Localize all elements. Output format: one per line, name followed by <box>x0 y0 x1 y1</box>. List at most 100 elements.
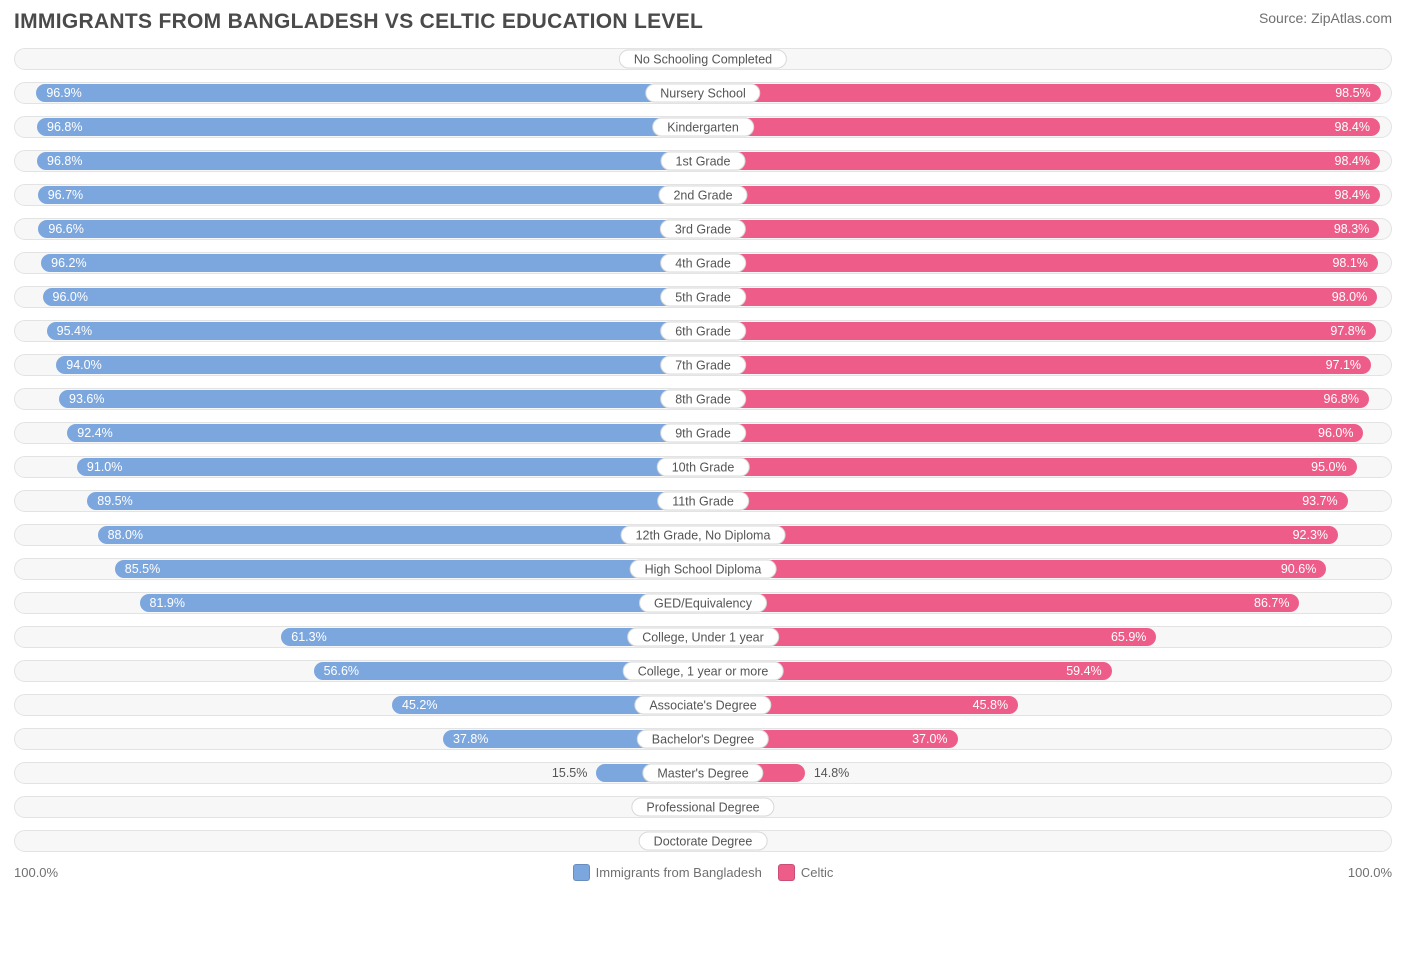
bar-left-value: 85.5% <box>125 562 160 576</box>
bar-right: 93.7% <box>703 492 1348 510</box>
bar-left-value: 45.2% <box>402 698 437 712</box>
category-label: Nursery School <box>645 84 760 103</box>
bar-right-value: 96.0% <box>1318 426 1353 440</box>
chart-row: 1.8%1.9%Doctorate Degree <box>14 830 1392 852</box>
category-label: Doctorate Degree <box>639 832 768 851</box>
legend: Immigrants from Bangladesh Celtic <box>58 864 1348 881</box>
category-label: 7th Grade <box>660 356 746 375</box>
bar-right: 98.4% <box>703 152 1380 170</box>
bar-left-value: 96.8% <box>47 154 82 168</box>
bar-right-value: 98.4% <box>1335 188 1370 202</box>
bar-left-value: 91.0% <box>87 460 122 474</box>
bar-right-value: 98.0% <box>1332 290 1367 304</box>
chart-row: 89.5%93.7%11th Grade <box>14 490 1392 512</box>
bar-left: 92.4% <box>67 424 703 442</box>
bar-right: 98.5% <box>703 84 1381 102</box>
chart-row: 81.9%86.7%GED/Equivalency <box>14 592 1392 614</box>
chart-row: 93.6%96.8%8th Grade <box>14 388 1392 410</box>
bar-left: 96.8% <box>37 118 703 136</box>
bar-right-value: 98.5% <box>1335 86 1370 100</box>
bar-right: 92.3% <box>703 526 1338 544</box>
chart-row: 92.4% 96.0% 9th Grade <box>14 422 1392 444</box>
bar-right-value: 65.9% <box>1111 630 1146 644</box>
legend-swatch-right <box>778 864 795 881</box>
category-label: 5th Grade <box>660 288 746 307</box>
bar-right-value: 92.3% <box>1293 528 1328 542</box>
bar-right-value: 96.8% <box>1324 392 1359 406</box>
chart-row: 45.2% 45.8% Associate's Degree <box>14 694 1392 716</box>
category-label: College, 1 year or more <box>623 662 784 681</box>
bar-right-value: 45.8% <box>973 698 1008 712</box>
bar-left: 96.6% <box>38 220 703 238</box>
category-label: 4th Grade <box>660 254 746 273</box>
chart-footer: 100.0% Immigrants from Bangladesh Celtic… <box>14 864 1392 881</box>
chart-row: 56.6%59.4%College, 1 year or more <box>14 660 1392 682</box>
bar-right-value: 59.4% <box>1066 664 1101 678</box>
bar-left: 96.9% <box>36 84 703 102</box>
chart-row: 94.0% 97.1% 7th Grade <box>14 354 1392 376</box>
chart-row: 37.8% 37.0% Bachelor's Degree <box>14 728 1392 750</box>
bar-right: 98.3% <box>703 220 1379 238</box>
bar-right-value: 98.4% <box>1335 154 1370 168</box>
bar-left: 96.0% <box>43 288 703 306</box>
bar-left-value: 96.9% <box>46 86 81 100</box>
bar-left-value: 94.0% <box>66 358 101 372</box>
category-label: 9th Grade <box>660 424 746 443</box>
chart-row: 91.0%95.0%10th Grade <box>14 456 1392 478</box>
chart-row: 96.2% 98.1% 4th Grade <box>14 252 1392 274</box>
bar-left-value: 61.3% <box>291 630 326 644</box>
bar-left: 93.6% <box>59 390 703 408</box>
axis-right-max: 100.0% <box>1348 865 1392 880</box>
chart-row: 61.3%65.9%College, Under 1 year <box>14 626 1392 648</box>
bar-left-value: 15.5% <box>552 766 593 780</box>
legend-label-right: Celtic <box>801 865 834 880</box>
bar-right-value: 93.7% <box>1302 494 1337 508</box>
chart-row: 96.8%98.4%Kindergarten <box>14 116 1392 138</box>
chart-row: 96.0% 98.0% 5th Grade <box>14 286 1392 308</box>
bar-right: 98.0% <box>703 288 1377 306</box>
chart-row: 88.0%92.3%12th Grade, No Diploma <box>14 524 1392 546</box>
category-label: 6th Grade <box>660 322 746 341</box>
bar-right: 90.6% <box>703 560 1326 578</box>
bar-left: 89.5% <box>87 492 703 510</box>
bar-left-value: 93.6% <box>69 392 104 406</box>
bar-right-value: 97.1% <box>1326 358 1361 372</box>
chart-row: 96.7%98.4%2nd Grade <box>14 184 1392 206</box>
bar-right: 97.1% <box>703 356 1371 374</box>
bar-left: 91.0% <box>77 458 703 476</box>
category-label: Professional Degree <box>631 798 774 817</box>
category-label: Bachelor's Degree <box>637 730 769 749</box>
bar-left: 95.4% <box>47 322 703 340</box>
bar-left-value: 88.0% <box>108 528 143 542</box>
bar-right-value: 98.1% <box>1332 256 1367 270</box>
chart-row: 96.8%98.4%1st Grade <box>14 150 1392 172</box>
bar-right: 97.8% <box>703 322 1376 340</box>
chart-row: 96.6%98.3%3rd Grade <box>14 218 1392 240</box>
chart-row: 15.5%14.8%Master's Degree <box>14 762 1392 784</box>
bar-right-value: 37.0% <box>912 732 947 746</box>
category-label: Master's Degree <box>642 764 763 783</box>
category-label: Associate's Degree <box>634 696 771 715</box>
bar-left-value: 37.8% <box>453 732 488 746</box>
bar-left: 94.0% <box>56 356 703 374</box>
bar-left-value: 81.9% <box>150 596 185 610</box>
bar-left: 88.0% <box>98 526 703 544</box>
chart-header: IMMIGRANTS FROM BANGLADESH VS CELTIC EDU… <box>14 10 1392 34</box>
bar-left: 96.2% <box>41 254 703 272</box>
diverging-bar-chart: 3.1%1.6%No Schooling Completed96.9%98.5%… <box>14 48 1392 852</box>
bar-right-value: 86.7% <box>1254 596 1289 610</box>
chart-row: 85.5% 90.6%High School Diploma <box>14 558 1392 580</box>
legend-swatch-left <box>573 864 590 881</box>
bar-right: 95.0% <box>703 458 1357 476</box>
bar-left: 85.5% <box>115 560 703 578</box>
bar-left: 96.7% <box>38 186 703 204</box>
category-label: High School Diploma <box>630 560 777 579</box>
bar-right-value: 95.0% <box>1311 460 1346 474</box>
legend-item-left: Immigrants from Bangladesh <box>573 864 762 881</box>
category-label: No Schooling Completed <box>619 50 787 69</box>
bar-right-value: 97.8% <box>1330 324 1365 338</box>
bar-right: 86.7% <box>703 594 1299 612</box>
chart-row: 95.4% 97.8% 6th Grade <box>14 320 1392 342</box>
bar-left-value: 92.4% <box>77 426 112 440</box>
bar-left-value: 95.4% <box>57 324 92 338</box>
